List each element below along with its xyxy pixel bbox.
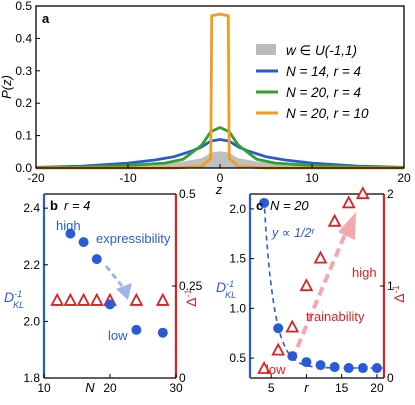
x-tick-label-a-0: -20	[27, 171, 45, 185]
panel-title-b: r = 4	[64, 198, 90, 213]
x-axis-label-c: r	[304, 380, 309, 395]
legend-label-2: N = 20, r = 4	[286, 85, 361, 100]
annotation-b-low: low	[108, 328, 128, 343]
legend-label-0: w ∈ U(-1,1)	[286, 43, 357, 58]
y-tick-label-b-left-0: 1.8	[23, 371, 40, 385]
series-line-3	[36, 12, 404, 170]
triangle-point-c-7	[355, 186, 370, 200]
circle-point-b-5	[157, 327, 168, 338]
triangle-point-c-3	[299, 278, 314, 292]
triangle-point-c-6	[341, 195, 356, 209]
y-tick-label-c-right-0: 0	[387, 371, 394, 385]
y-tick-label-a-4: 0.4	[15, 31, 32, 45]
legend-label-1: N = 14, r = 4	[286, 64, 361, 79]
circle-point-b-1	[78, 237, 89, 248]
y-tick-label-c-left-1: 1.0	[229, 301, 246, 315]
triangle-point-c-4	[313, 250, 328, 264]
y-tick-label-a-3: 0.3	[15, 64, 32, 78]
x-tick-label-b-0: 10	[37, 381, 51, 395]
x-tick-label-b-2: 30	[169, 381, 183, 395]
y-tick-label-a-5: 0.5	[15, 0, 32, 13]
y-tick-label-c-left-2: 1.5	[229, 252, 246, 266]
triangle-point-c-1	[271, 342, 286, 356]
y-tick-label-c-right-1: 1	[387, 279, 394, 293]
circle-point-c-2	[287, 351, 298, 362]
y-tick-label-a-0: 0.0	[15, 161, 32, 175]
y-tick-label-a-2: 0.2	[15, 96, 32, 110]
circle-point-c-4	[315, 360, 326, 371]
triangle-point-c-2	[285, 319, 300, 333]
x-tick-label-c-3: 20	[370, 381, 384, 395]
circle-point-c-0	[259, 197, 270, 208]
triangle-point-b-0	[50, 292, 65, 306]
legend-swatch-0	[256, 44, 276, 55]
triangle-point-b-1	[63, 292, 78, 306]
x-tick-label-c-2: 15	[335, 381, 349, 395]
y-tick-label-c-left-3: 2.0	[229, 202, 246, 216]
panel-label-c: c	[256, 198, 263, 213]
arrow-c-head	[338, 212, 356, 240]
arrow-b-shaft	[104, 265, 124, 287]
y-tick-label-b-left-3: 2.4	[23, 201, 40, 215]
circle-point-b-4	[131, 324, 142, 335]
y-tick-label-a-1: 0.1	[15, 129, 32, 143]
y-tick-label-c-left-0: 0.5	[229, 351, 246, 365]
x-tick-label-a-1: -10	[119, 171, 137, 185]
x-tick-label-a-2: 0	[217, 171, 224, 185]
circle-point-c-6	[343, 363, 354, 374]
y-tick-label-b-left-2: 2.2	[23, 258, 40, 272]
series-line-1	[35, 138, 405, 169]
circle-point-c-1	[273, 323, 284, 334]
triangle-point-b-2	[76, 292, 91, 306]
x-tick-label-c-0: 5	[268, 381, 275, 395]
triangle-point-c-5	[327, 213, 342, 227]
arrow-c-shaft	[290, 231, 348, 361]
y-tick-label-b-right-1: 0.25	[179, 279, 203, 293]
panel-title-c: N = 20	[270, 198, 309, 213]
x-axis-label-a: z	[215, 182, 223, 197]
panel-label-a: a	[42, 11, 50, 26]
series-area-0	[36, 151, 404, 168]
annotation-b-high: high	[56, 218, 81, 233]
triangle-point-b-6	[155, 292, 170, 306]
annotation-c-low: low	[266, 362, 286, 377]
y-tick-label-b-right-2: 0.5	[179, 187, 196, 201]
y-tick-label-b-left-1: 2.0	[23, 314, 40, 328]
y-axis-label-c-right: Δ-1	[391, 285, 407, 302]
x-tick-label-a-4: 20	[397, 171, 411, 185]
y-axis-label-c-left: D-1 KL	[216, 279, 236, 300]
circle-point-c-5	[329, 362, 340, 373]
x-tick-label-b-1: 20	[103, 381, 117, 395]
x-tick-label-a-3: 10	[305, 171, 319, 185]
annotation-b-expressibility: expressibility	[96, 231, 171, 246]
circle-point-c-7	[357, 363, 368, 374]
triangle-point-b-3	[89, 292, 104, 306]
circle-point-b-2	[91, 254, 102, 265]
y-axis-label-b-left: D-1 KL	[4, 289, 24, 310]
legend-label-3: N = 20, r = 10	[286, 106, 369, 121]
arrow-b-head	[116, 283, 132, 300]
y-axis-label-a: P(z)	[0, 75, 14, 99]
y-tick-label-c-right-2: 2	[387, 187, 394, 201]
x-axis-label-b: N	[85, 380, 95, 395]
y-tick-label-b-right-0: 0	[179, 371, 186, 385]
circle-point-b-3	[105, 299, 115, 310]
triangle-point-c-0	[257, 360, 272, 374]
annotation-c-trainability: trainability	[306, 309, 365, 324]
panel-label-b: b	[50, 198, 58, 213]
annotation-c-fit: y ∝ 1/2ʳ	[271, 226, 316, 240]
series-line-2	[35, 126, 405, 170]
circle-point-b-0	[65, 228, 76, 239]
circle-point-c-3	[301, 357, 312, 368]
annotation-c-high: high	[352, 265, 377, 280]
triangle-point-b-5	[129, 292, 144, 306]
circle-point-c-8	[371, 363, 382, 374]
